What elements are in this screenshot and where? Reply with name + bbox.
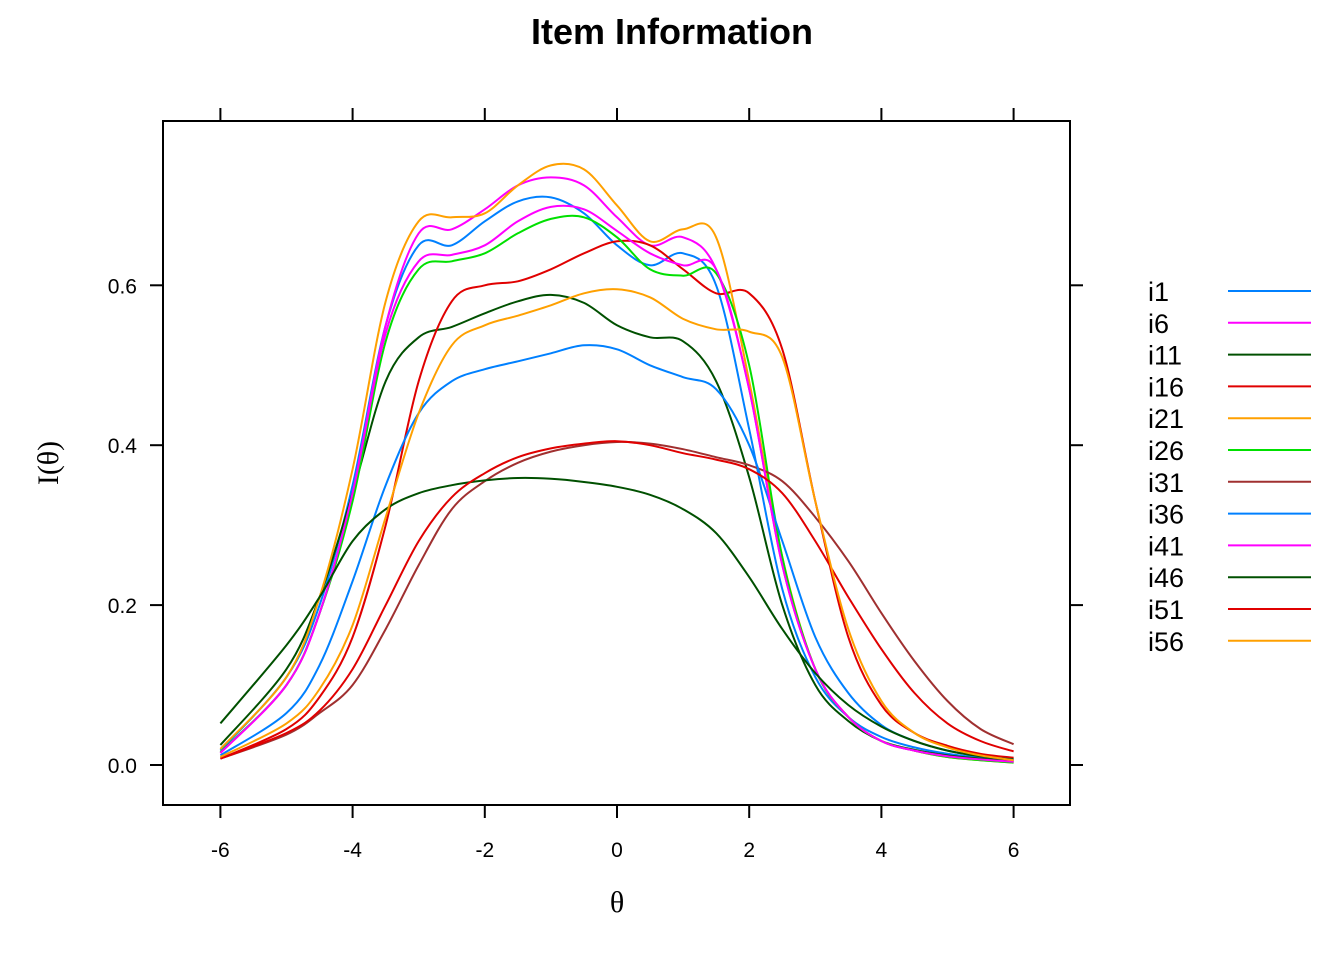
x-tick-label: 6: [1008, 839, 1020, 862]
series-line-i21: [219, 162, 1014, 764]
series-line-i16: [219, 239, 1014, 760]
legend-label-i51: i51: [1148, 595, 1184, 625]
series-line-i6: [219, 176, 1014, 763]
x-axis-label: θ: [610, 886, 624, 919]
x-axis: -6 -4 -2 0 2 4 6: [211, 108, 1019, 862]
series-line-i41: [219, 204, 1014, 763]
series-line-i31: [220, 440, 1015, 760]
legend-label-i16: i16: [1148, 372, 1184, 402]
series-line-i56: [219, 288, 1014, 762]
x-tick-label: -2: [475, 839, 494, 862]
legend-label-i26: i26: [1148, 436, 1184, 466]
x-tick-label: 0: [611, 839, 623, 862]
series-line-i46: [219, 476, 1014, 761]
chart-title: Item Information: [531, 11, 813, 52]
x-tick-label: -6: [211, 839, 230, 862]
x-tick-label: 4: [876, 839, 888, 862]
y-axis-label: I(θ): [32, 441, 65, 485]
legend-label-i31: i31: [1148, 468, 1184, 498]
legend-label-i11: i11: [1148, 341, 1182, 371]
legend-label-i46: i46: [1148, 563, 1184, 593]
plot-frame: [162, 120, 1071, 806]
legend-label-i41: i41: [1148, 531, 1184, 561]
y-tick-label: 0.4: [108, 435, 138, 458]
x-tick-label: 2: [743, 839, 755, 862]
legend-label-i56: i56: [1148, 627, 1184, 657]
y-tick-label: 0.2: [108, 595, 137, 618]
x-tick-label: -4: [343, 839, 362, 862]
y-tick-label: 0.6: [108, 275, 137, 298]
y-axis: 0.0 0.2 0.4 0.6: [108, 275, 1083, 778]
legend-label-i1: i1: [1148, 277, 1169, 307]
legend-label-i36: i36: [1148, 500, 1184, 530]
legend-label-i21: i21: [1148, 404, 1184, 434]
series-lines: [219, 162, 1015, 764]
y-tick-label: 0.0: [108, 755, 137, 778]
series-line-i26: [219, 214, 1014, 764]
series-line-i1: [219, 195, 1014, 762]
legend-label-i6: i6: [1148, 309, 1169, 339]
series-line-i51: [220, 440, 1014, 760]
